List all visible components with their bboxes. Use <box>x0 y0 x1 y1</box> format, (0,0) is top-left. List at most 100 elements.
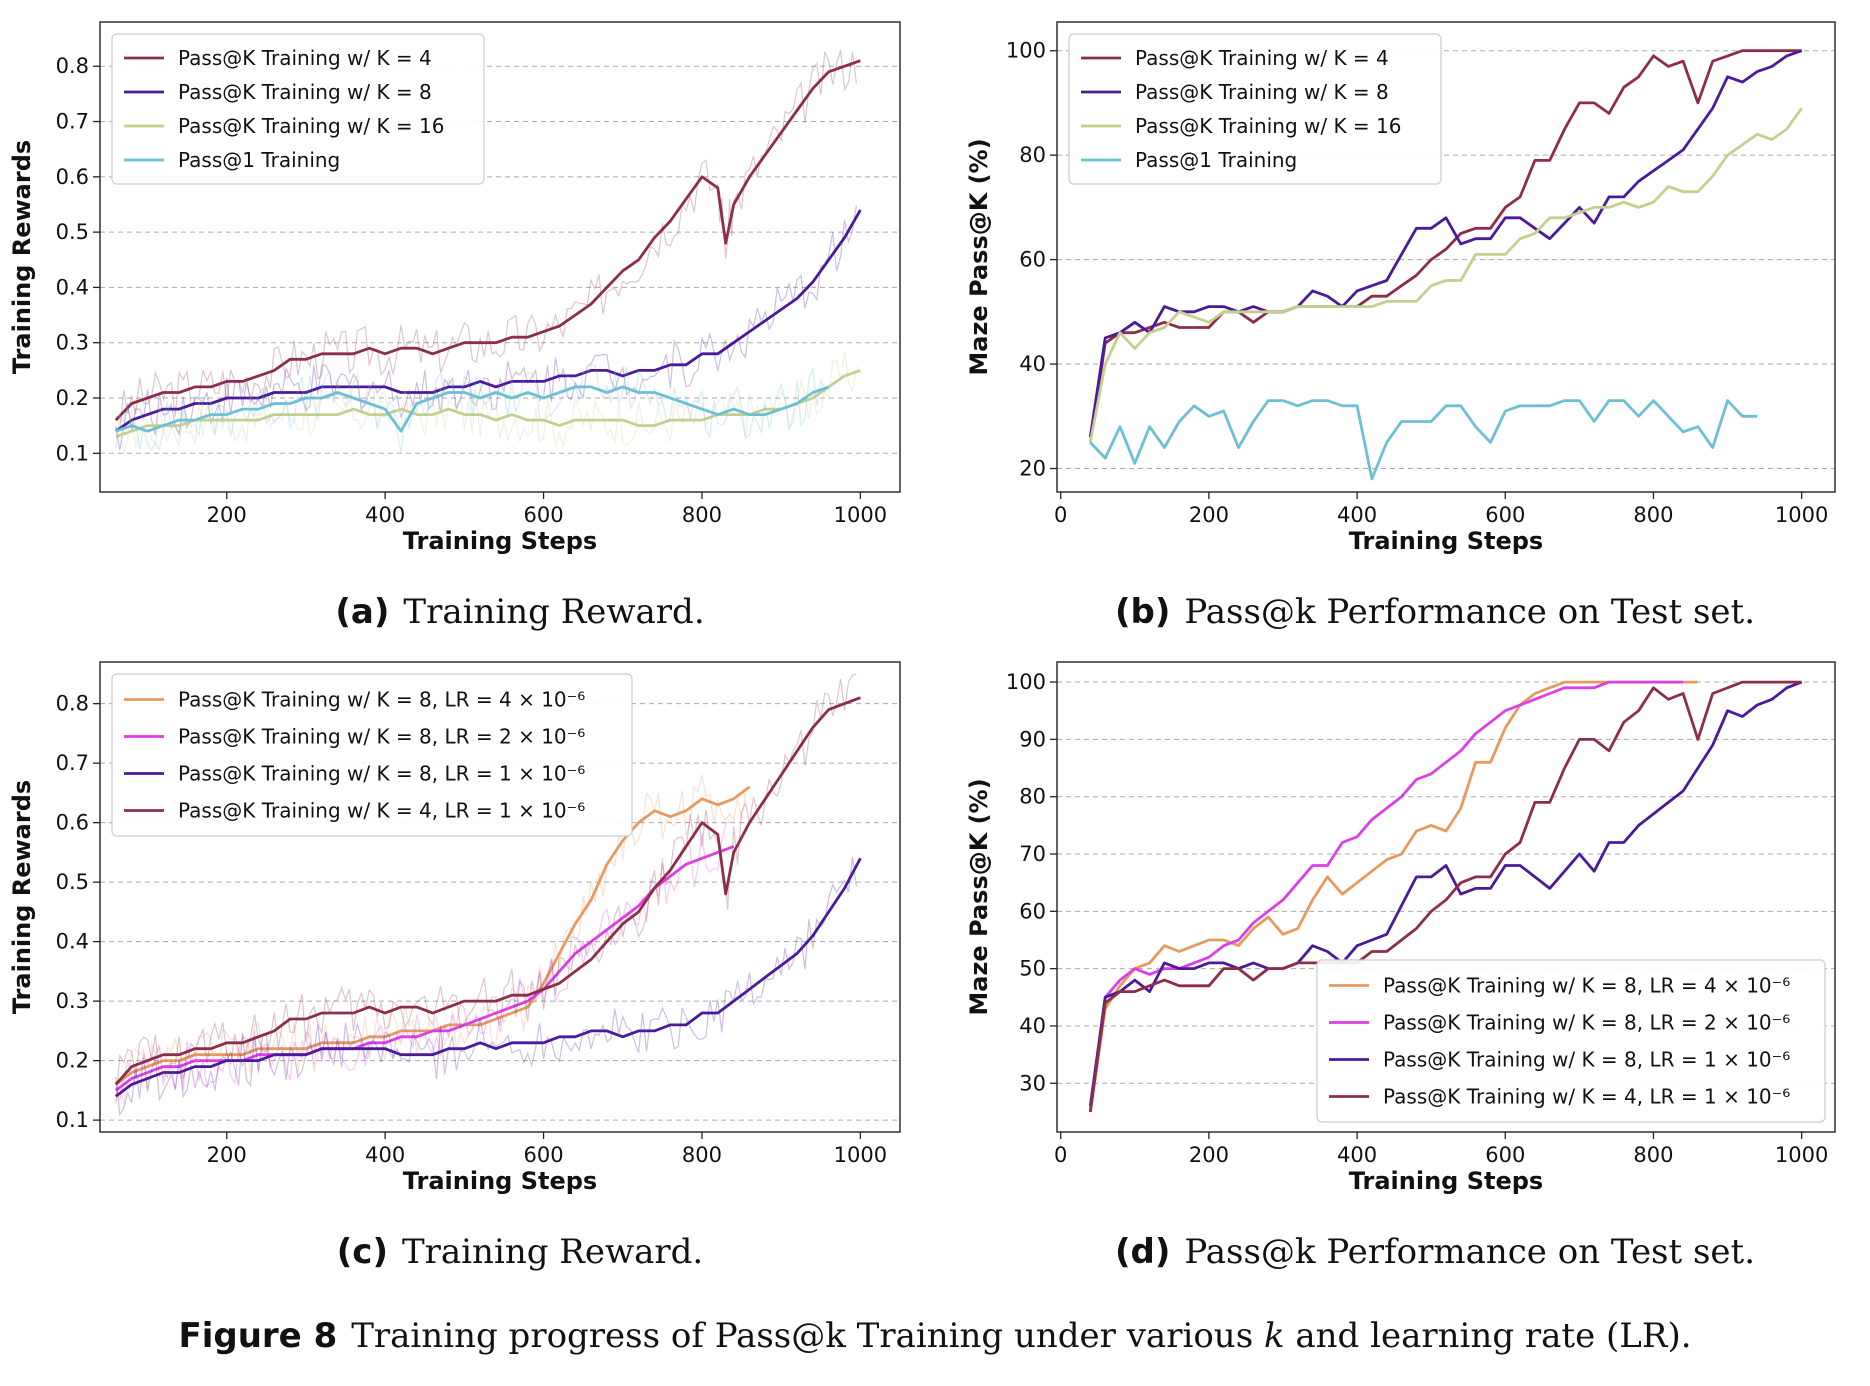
series-line <box>1088 107 1803 443</box>
x-tick-label: 800 <box>1633 503 1673 527</box>
y-axis-label: Training Rewards <box>8 140 36 374</box>
y-tick-label: 0.3 <box>56 989 89 1013</box>
y-tick-label: 60 <box>1019 248 1046 272</box>
y-axis-label: Maze Pass@K (%) <box>965 778 993 1015</box>
series-line <box>114 845 735 1092</box>
y-tick-label: 0.8 <box>56 692 89 716</box>
x-tick-label: 1000 <box>1775 1143 1828 1167</box>
series-line <box>1088 680 1802 1113</box>
subcaption-c-text: Training Reward. <box>401 1232 704 1272</box>
x-axis-label: Training Steps <box>1349 527 1543 555</box>
y-tick-label: 50 <box>1019 957 1046 981</box>
x-tick-label: 400 <box>1337 1143 1377 1167</box>
x-tick-label: 200 <box>207 503 247 527</box>
y-tick-label: 40 <box>1019 1014 1046 1038</box>
chart-a-training-reward: 200 400 600 800 1000 0.1 0.2 0.3 0.4 0.5 0.6 0.7 0.8… <box>8 21 901 555</box>
x-tick-label: 600 <box>1485 1143 1525 1167</box>
series-noise-band <box>115 857 857 1117</box>
series-line <box>114 696 861 1086</box>
x-tick-label: 400 <box>365 503 405 527</box>
x-tick-label: 800 <box>682 503 722 527</box>
figure-caption-label: Figure 8 <box>178 1316 338 1356</box>
legend: Pass@K Training w/ K = 8, LR = 4 × 10⁻⁶ P… <box>111 673 633 837</box>
axes-frame <box>99 21 901 493</box>
x-tick-label: 400 <box>365 1143 405 1167</box>
legend-label: Pass@K Training w/ K = 4 <box>1135 46 1389 70</box>
legend-label: Pass@K Training w/ K = 8, LR = 2 × 10⁻⁶ <box>178 725 585 749</box>
y-tick-label: 80 <box>1019 785 1046 809</box>
chart-b-maze-pass-at-k: 0 200 400 600 800 1000 20 40 60 80 100 Training Ste… <box>965 21 1836 555</box>
series-line <box>1088 680 1803 1107</box>
y-tick-label: 0.7 <box>56 751 89 775</box>
y-tick-label: 0.2 <box>56 1049 89 1073</box>
figure-caption: Figure 8 Training progress of Pass@k Trai… <box>0 1316 1870 1356</box>
y-tick-label: 70 <box>1019 842 1046 866</box>
legend-label: Pass@K Training w/ K = 16 <box>178 114 445 138</box>
legend-box <box>1316 959 1826 1123</box>
chart-d-maze-pass-at-k-lr: 0 200 400 600 800 1000 30 40 50 60 70 80 90 100 Traini… <box>965 661 1836 1195</box>
subcaption-b-text: Pass@k Performance on Test set. <box>1184 592 1756 632</box>
subcaption-c: (c) Training Reward. <box>120 1232 920 1272</box>
y-tick-label: 0.1 <box>56 1108 89 1132</box>
legend-label: Pass@K Training w/ K = 8, LR = 4 × 10⁻⁶ <box>1383 974 1790 998</box>
y-tick-label: 0.2 <box>56 386 89 410</box>
x-tick-label: 200 <box>1189 503 1229 527</box>
x-tick-label: 600 <box>524 503 564 527</box>
series-noise-band <box>115 774 747 1104</box>
y-tick-label: 0.6 <box>56 165 89 189</box>
x-tick-label: 200 <box>207 1143 247 1167</box>
legend-label: Pass@K Training w/ K = 4, LR = 1 × 10⁻⁶ <box>1383 1085 1790 1109</box>
x-tick-label: 1000 <box>1775 503 1828 527</box>
subcaption-d-text: Pass@k Performance on Test set. <box>1184 1232 1756 1272</box>
x-tick-label: 800 <box>1633 1143 1673 1167</box>
series-line <box>1088 680 1684 1113</box>
y-tick-label: 60 <box>1019 899 1046 923</box>
axes-frame <box>99 661 901 1133</box>
x-tick-label: 800 <box>682 1143 722 1167</box>
x-tick-label: 0 <box>1054 503 1067 527</box>
y-tick-label: 100 <box>1006 39 1046 63</box>
x-tick-label: 600 <box>524 1143 564 1167</box>
subcaption-b: (b) Pass@k Performance on Test set. <box>1035 592 1835 632</box>
y-tick-label: 0.4 <box>56 275 89 299</box>
legend: Pass@K Training w/ K = 8, LR = 4 × 10⁻⁶ P… <box>1316 959 1826 1123</box>
legend-label: Pass@1 Training <box>1135 148 1297 172</box>
legend-label: Pass@K Training w/ K = 8, LR = 1 × 10⁻⁶ <box>178 762 585 786</box>
y-tick-label: 30 <box>1019 1071 1046 1095</box>
x-tick-label: 1000 <box>834 503 887 527</box>
y-tick-label: 0.8 <box>56 54 89 78</box>
legend-box <box>1068 33 1442 185</box>
legend-label: Pass@K Training w/ K = 8 <box>1135 80 1389 104</box>
series-noise-band <box>115 205 857 450</box>
series-line <box>114 59 861 422</box>
series-noise-band <box>115 49 857 431</box>
x-tick-label: 400 <box>1337 503 1377 527</box>
subcaption-a-label: (a) <box>335 592 390 632</box>
legend-label: Pass@K Training w/ K = 8, LR = 4 × 10⁻⁶ <box>178 688 585 712</box>
y-tick-label: 0.4 <box>56 930 89 954</box>
y-axis-label: Maze Pass@K (%) <box>965 138 993 375</box>
series-line <box>1089 399 1758 481</box>
figure-caption-text-after: and learning rate (LR). <box>1284 1316 1692 1356</box>
figure-caption-italic: k <box>1263 1316 1285 1356</box>
y-tick-label: 40 <box>1019 352 1046 376</box>
series-noise-band <box>115 364 826 453</box>
legend-label: Pass@K Training w/ K = 8, LR = 1 × 10⁻⁶ <box>1383 1048 1790 1072</box>
y-tick-label: 0.5 <box>56 220 89 244</box>
legend: Pass@K Training w/ K = 4 Pass@K Training … <box>1068 33 1442 185</box>
subcaption-d-label: (d) <box>1114 1232 1171 1272</box>
axes-frame <box>1056 21 1836 493</box>
y-tick-label: 0.6 <box>56 811 89 835</box>
series-line <box>114 857 862 1098</box>
x-tick-label: 200 <box>1189 1143 1229 1167</box>
legend-box <box>111 33 485 185</box>
subcaption-d: (d) Pass@k Performance on Test set. <box>1035 1232 1835 1272</box>
legend-label: Pass@K Training w/ K = 4, LR = 1 × 10⁻⁶ <box>178 799 585 823</box>
series-line <box>115 385 830 433</box>
series-line <box>1088 680 1698 1113</box>
legend: Pass@K Training w/ K = 4 Pass@K Training … <box>111 33 485 185</box>
x-tick-label: 0 <box>1054 1143 1067 1167</box>
series-line <box>115 369 861 439</box>
subcaption-c-label: (c) <box>336 1232 388 1272</box>
